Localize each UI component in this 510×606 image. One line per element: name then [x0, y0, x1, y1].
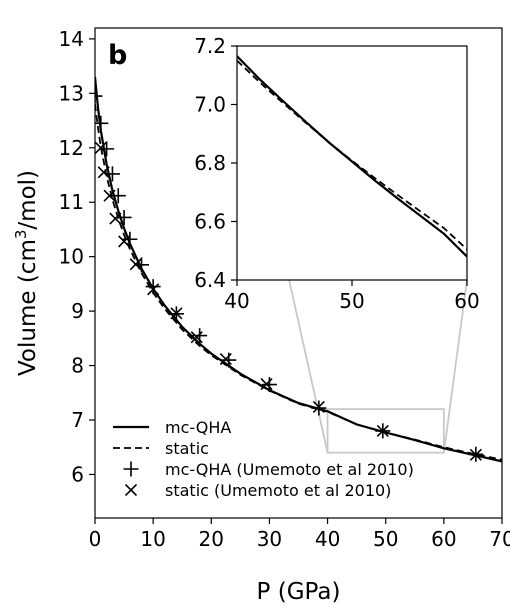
zoom-connector-right	[442, 279, 468, 453]
marker-x-point	[129, 258, 142, 271]
marker-plus-point	[110, 188, 126, 204]
marker-x-point	[469, 448, 482, 461]
marker-plus-point	[95, 88, 103, 104]
marker-plus-point	[221, 352, 237, 368]
inset-y-tick-label: 6.6	[194, 210, 226, 234]
x-tick-label: 30	[257, 527, 282, 551]
inset-y-tick-label: 6.4	[194, 268, 226, 292]
marker-x-point	[170, 307, 183, 320]
marker-x-point	[312, 400, 325, 413]
x-tick-label: 20	[199, 527, 224, 551]
y-tick-label: 6	[71, 462, 84, 486]
marker-x-point	[190, 331, 203, 344]
marker-plus-point	[145, 279, 161, 295]
marker-plus-point	[95, 115, 109, 131]
main-plot: 0 10 20 30 40 50 60 70 6 7 8 9 10 11 12 13 14	[59, 27, 510, 551]
marker-x-point	[103, 189, 116, 202]
inset-plot-area	[237, 55, 467, 258]
main-plot-area	[95, 76, 502, 463]
axis-labels: b P (GPa) Volume (cm3/mol)	[12, 40, 340, 605]
legend-label-static-umemoto-et-al-2010: static (Umemoto et al 2010)	[165, 481, 391, 500]
inset-series-line-static	[237, 59, 467, 250]
panel-label: b	[108, 40, 127, 71]
marker-x-point	[376, 424, 389, 437]
y-axis-label: Volume (cm3/mol)	[12, 170, 41, 376]
y-tick-label: 13	[59, 81, 84, 105]
y-tick-label: 11	[59, 190, 84, 214]
marker-x-point	[147, 283, 160, 296]
marker-plus-point	[261, 377, 277, 393]
x-tick-label: 10	[140, 527, 165, 551]
marker-plus-point	[116, 209, 132, 225]
x-tick-label: 50	[373, 527, 398, 551]
inset-y-tick-label: 6.8	[194, 151, 226, 175]
marker-plus-point	[122, 231, 138, 247]
main-axes-frame	[94, 27, 503, 519]
y-tick-label: 7	[71, 408, 84, 432]
marker-x-point	[97, 166, 110, 179]
y-tick-label: 14	[59, 27, 84, 51]
series-line-mc-qha	[95, 76, 502, 463]
y-tick-label: 8	[71, 354, 84, 378]
x-tick-label: 0	[89, 527, 102, 551]
inset-series-line-mc-qha	[237, 55, 467, 258]
x-tick-label: 70	[489, 527, 510, 551]
inset-background	[237, 46, 467, 280]
legend-label-static: static	[165, 439, 209, 458]
x-axis-label: P (GPa)	[257, 579, 341, 605]
legend-swatch-static-umemoto-et-al-2010	[124, 483, 138, 497]
inset-y-tick-label: 7.2	[194, 34, 226, 58]
marker-x-point	[95, 141, 107, 154]
marker-x-point	[219, 352, 232, 366]
y-tick-label: 12	[59, 136, 84, 160]
legend-label-mc-qha-umemoto-et-al-2010: mc-QHA (Umemoto et al 2010)	[165, 460, 414, 479]
x-tick-label: 40	[315, 527, 340, 551]
legend: mc-QHA static mc-QHA (Umemoto et al 2010) s…	[113, 418, 414, 500]
marker-plus-point	[104, 166, 120, 182]
legend-label-mc-qha: mc-QHA	[165, 418, 231, 437]
legend-swatch-mc-qha-umemoto-et-al-2010	[123, 461, 139, 477]
marker-x-point	[109, 212, 122, 225]
inset-x-tick-label: 40	[224, 289, 249, 313]
inset-x-tick-label: 50	[339, 289, 364, 313]
inset-plot: 40 50 60 6.4 6.6 6.8 7.0 7.2	[194, 34, 480, 313]
marker-x-point	[118, 235, 131, 248]
y-tick-label: 9	[71, 299, 84, 323]
inset-y-tick-label: 7.0	[194, 93, 226, 117]
marker-x-point	[260, 378, 273, 391]
x-tick-label: 60	[431, 527, 456, 551]
inset-x-tick-label: 60	[454, 289, 479, 313]
zoom-rectangle	[326, 408, 445, 454]
y-tick-label: 10	[59, 245, 84, 269]
